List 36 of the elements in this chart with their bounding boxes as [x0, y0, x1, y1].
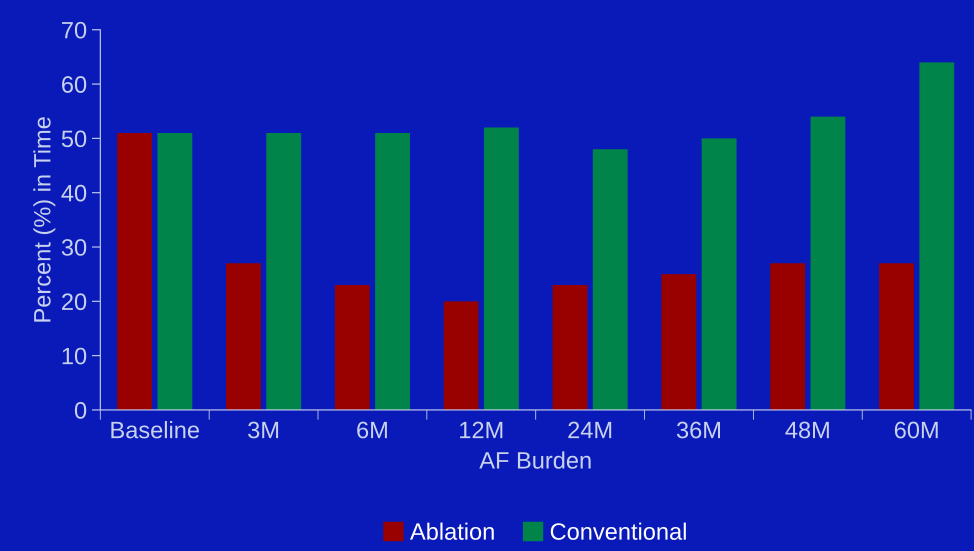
y-tick-label: 10	[62, 348, 86, 364]
x-tick-label: 6M	[357, 422, 387, 438]
bar	[157, 132, 192, 410]
bar	[484, 128, 519, 410]
x-tick-label: 12M	[460, 422, 502, 438]
y-axis-title: Percent (%) in Time	[33, 117, 56, 322]
y-tick-label: 50	[62, 130, 86, 148]
y-tick-label: 0	[74, 402, 86, 419]
bar	[552, 285, 588, 410]
y-tick-label: 60	[62, 76, 86, 93]
bar	[810, 116, 846, 410]
x-tick-label: 3M	[248, 422, 278, 438]
bar	[266, 132, 302, 410]
legend-label: Conventional	[550, 522, 686, 540]
bar	[879, 263, 914, 410]
x-tick-label: 48M	[785, 422, 829, 438]
x-tick-label: 60M	[894, 422, 938, 438]
bar	[226, 263, 261, 410]
bar	[375, 132, 410, 410]
x-tick-label: Baseline	[111, 421, 199, 438]
y-tick-label: 30	[62, 239, 86, 256]
bar	[334, 285, 370, 410]
bar	[919, 62, 954, 410]
bar	[702, 138, 737, 410]
y-tick-label: 20	[62, 293, 86, 310]
y-tick-label: 70	[62, 22, 86, 39]
x-axis-title: AF Burden	[479, 451, 591, 469]
bar	[444, 301, 479, 410]
bar	[117, 132, 152, 410]
bar	[770, 263, 806, 410]
x-tick-label: 36M	[676, 422, 720, 438]
bar	[592, 149, 628, 410]
y-tick-label: 40	[61, 184, 86, 202]
bar	[661, 274, 696, 410]
legend-label: Ablation	[410, 522, 494, 540]
x-tick-label: 24M	[568, 422, 612, 438]
